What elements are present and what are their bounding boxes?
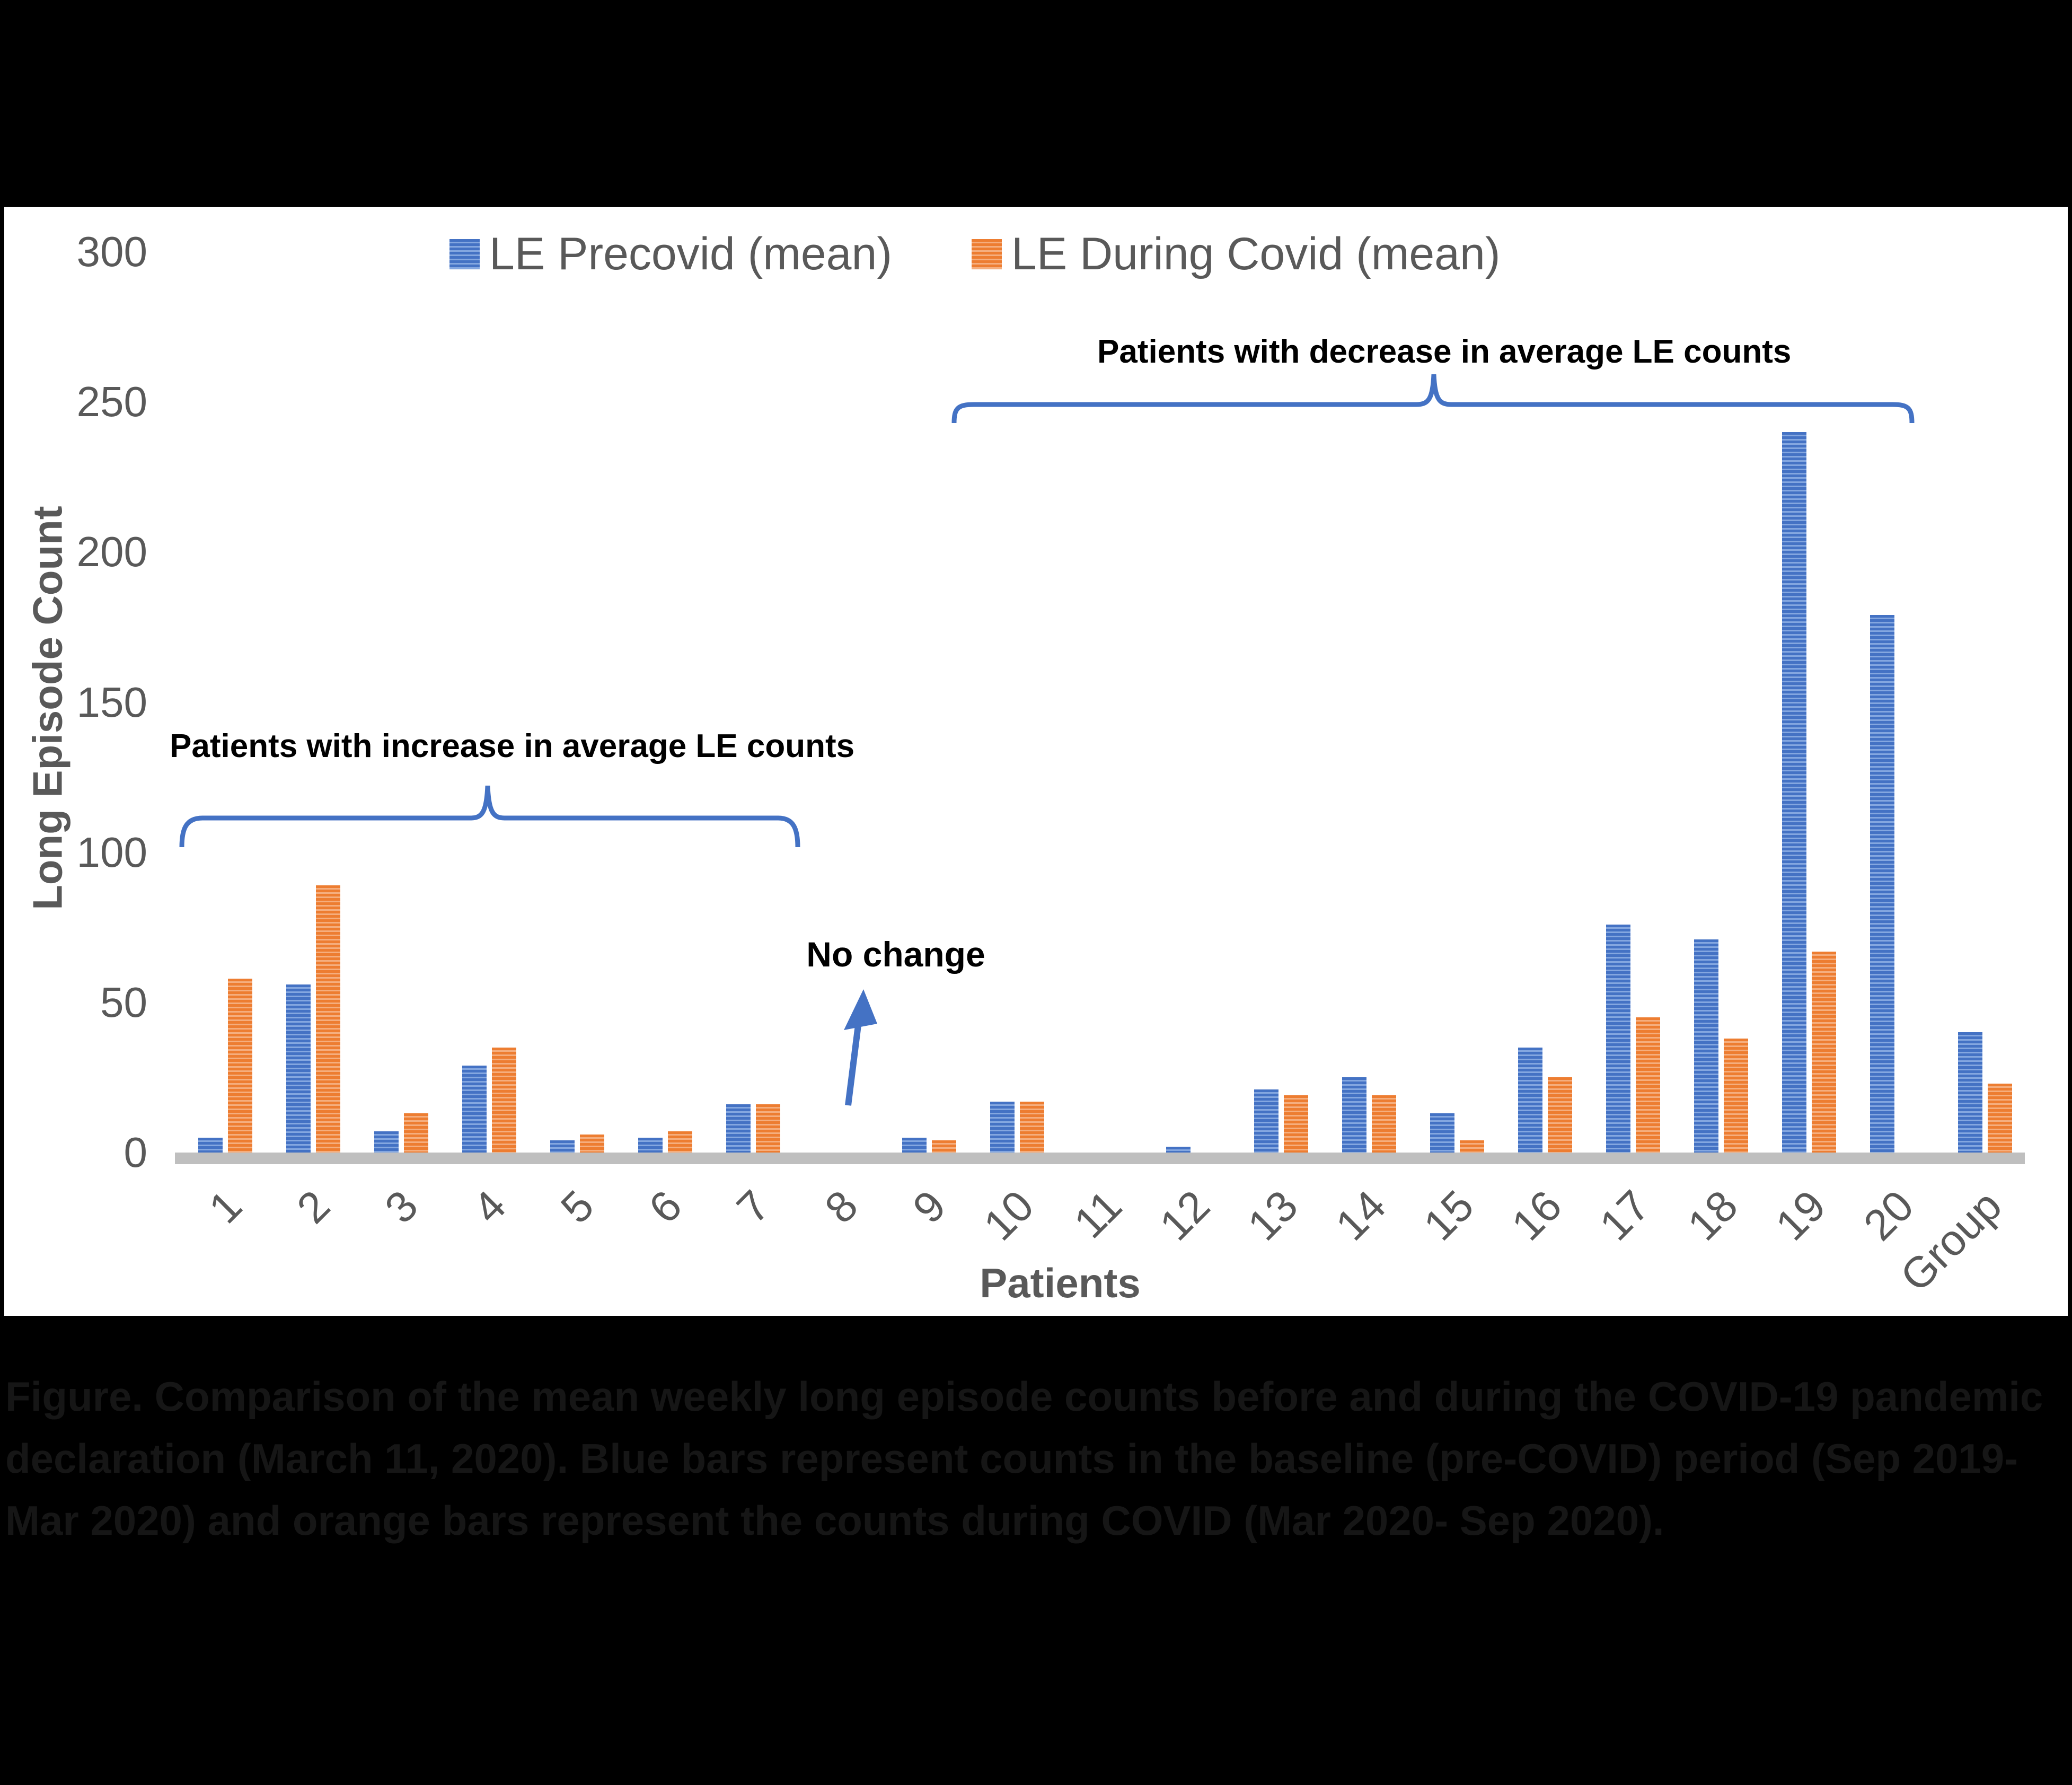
annotation-increase: Patients with increase in average LE cou… [170,728,855,764]
bar-during-covid-Group [1988,1083,2012,1153]
bar-precovid-10 [990,1101,1015,1153]
y-tick-label: 200 [76,528,147,576]
bar-precovid-13 [1254,1089,1279,1153]
caption-line: Mar 2020) and orange bars represent the … [5,1497,1664,1544]
annotation-decrease: Patients with decrease in average LE cou… [1097,333,1792,370]
bar-during-covid-15 [1460,1140,1484,1153]
no-change-arrowhead [844,989,877,1030]
bar-precovid-14 [1342,1077,1366,1153]
legend-item-precovid: LE Precovid (mean) [449,228,892,280]
bar-precovid-7 [726,1104,751,1153]
bar-precovid-Group [1958,1032,1982,1153]
bar-precovid-19 [1782,432,1806,1153]
legend: LE Precovid (mean) LE During Covid (mean… [449,228,1500,280]
annotation-no-change: No change [806,935,985,974]
bar-during-covid-5 [580,1135,604,1153]
bar-during-covid-1 [228,978,252,1153]
caption-line: declaration (March 11, 2020). Blue bars … [5,1435,2018,1482]
bar-during-covid-7 [756,1104,780,1153]
bar-during-covid-18 [1724,1038,1748,1153]
bar-precovid-1 [198,1137,223,1153]
bar-precovid-3 [374,1131,399,1153]
bar-during-covid-13 [1284,1095,1308,1153]
y-tick-label: 300 [76,228,147,276]
y-tick-label: 250 [76,378,147,426]
y-tick-label: 0 [124,1129,148,1176]
legend-item-during-covid: LE During Covid (mean) [971,228,1501,280]
brace-decrease [951,374,1915,424]
bar-precovid-6 [638,1137,663,1153]
bar-during-covid-9 [932,1140,956,1153]
bar-during-covid-10 [1020,1101,1044,1153]
caption-line: Figure. Comparison of the mean weekly lo… [5,1373,2043,1420]
bar-precovid-16 [1518,1047,1542,1153]
bar-precovid-9 [902,1137,927,1153]
bar-precovid-4 [462,1065,487,1153]
y-tick-label: 100 [76,828,147,876]
legend-swatch-precovid [449,239,480,269]
brace-increase [179,785,800,848]
bar-precovid-20 [1870,615,1894,1153]
bar-during-covid-16 [1548,1077,1572,1153]
bar-during-covid-17 [1636,1017,1660,1153]
no-change-arrow [845,1016,862,1106]
bar-during-covid-3 [404,1113,428,1153]
legend-label-during-covid: LE During Covid (mean) [1011,228,1501,279]
bar-precovid-15 [1430,1113,1454,1153]
bar-precovid-5 [550,1140,575,1153]
legend-label-precovid: LE Precovid (mean) [489,228,892,279]
bar-during-covid-19 [1812,951,1836,1153]
bar-precovid-17 [1606,924,1630,1153]
bar-precovid-2 [286,984,311,1153]
bar-during-covid-4 [492,1047,516,1153]
bar-precovid-18 [1694,939,1718,1153]
axis-baseline [175,1153,2025,1164]
x-axis-title: Patients [980,1260,1141,1306]
y-tick-label: 50 [100,978,147,1026]
bar-precovid-12 [1166,1146,1191,1153]
figure-caption: Figure. Comparison of the mean weekly lo… [5,1366,2067,1552]
legend-swatch-during-covid [971,239,1002,269]
bar-during-covid-6 [668,1131,692,1153]
bar-during-covid-14 [1372,1095,1396,1153]
y-tick-label: 150 [76,678,147,726]
bar-during-covid-2 [316,885,340,1153]
